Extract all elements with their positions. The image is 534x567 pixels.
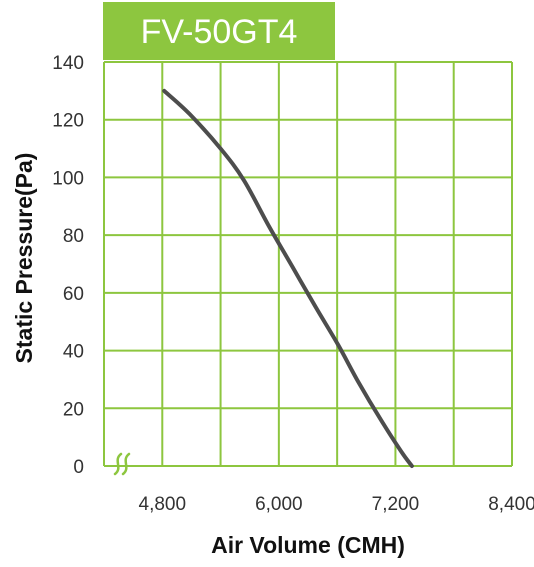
axis-break-mark — [121, 452, 131, 476]
chart-title: FV-50GT4 — [141, 13, 298, 51]
x-axis-title: Air Volume (CMH) — [211, 532, 405, 558]
y-tick-label: 80 — [63, 226, 84, 247]
y-tick-label: 100 — [52, 168, 84, 189]
y-tick-label: 40 — [63, 342, 84, 363]
y-tick-label: 0 — [73, 457, 84, 478]
x-tick-label: 4,800 — [139, 494, 187, 515]
x-tick-label: 7,200 — [372, 494, 420, 515]
performance-curve — [162, 88, 414, 468]
y-axis-ticks: 0 20 40 60 80 100 120 140 — [52, 53, 84, 478]
x-tick-label: 8,400 — [488, 494, 534, 515]
x-axis-ticks: 4,800 6,000 7,200 8,400 — [139, 494, 534, 515]
chart-title-background — [103, 2, 335, 60]
y-tick-label: 140 — [52, 53, 84, 74]
y-tick-label: 120 — [52, 111, 84, 132]
x-tick-label: 6,000 — [255, 494, 303, 515]
y-tick-label: 60 — [63, 284, 84, 305]
y-axis-title: Static Pressure(Pa) — [11, 153, 37, 364]
axis-break-icon — [113, 452, 131, 476]
grid — [103, 61, 513, 467]
curve-layer — [162, 88, 414, 468]
y-tick-label: 20 — [63, 399, 84, 420]
axis-break-mark — [113, 452, 123, 476]
